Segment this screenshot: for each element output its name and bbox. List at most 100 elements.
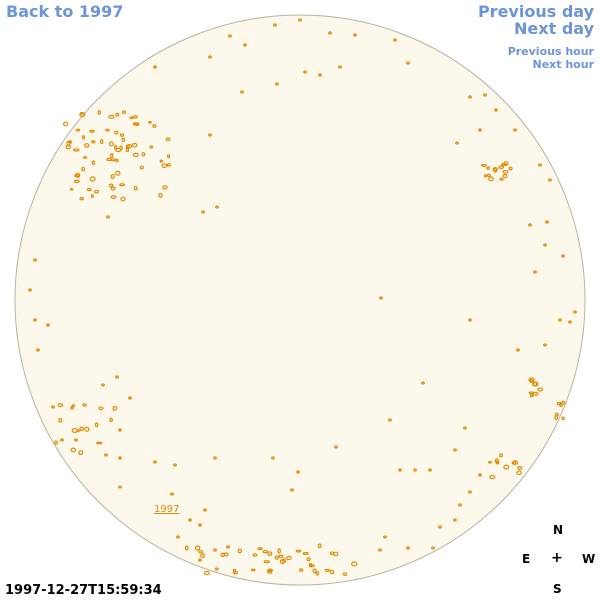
region-contour	[317, 543, 322, 549]
solar-disk	[14, 14, 586, 586]
region-contour	[421, 381, 425, 385]
region-contour	[201, 210, 205, 214]
region-contour	[538, 163, 542, 167]
region-contour	[383, 535, 387, 539]
region-contour	[393, 38, 397, 42]
region-contour	[532, 391, 539, 396]
region-contour	[141, 152, 146, 157]
region-contour	[114, 130, 119, 135]
region-contour	[267, 551, 273, 557]
region-contour	[489, 474, 496, 480]
compass-west: W	[582, 552, 596, 566]
region-contour	[483, 93, 487, 97]
region-contour	[110, 186, 116, 191]
region-contour	[115, 147, 122, 153]
region-contour	[561, 416, 565, 421]
region-contour	[36, 348, 40, 352]
region-contour	[203, 508, 207, 512]
region-contour	[388, 418, 392, 422]
region-contour	[556, 401, 562, 406]
active-region-contours	[28, 18, 577, 576]
region-contour	[57, 403, 64, 408]
region-contour	[114, 170, 121, 176]
region-contour	[115, 112, 120, 117]
region-contour	[379, 296, 383, 300]
region-contour	[153, 460, 157, 464]
region-contour	[309, 564, 315, 568]
region-contour	[263, 560, 270, 564]
region-contour	[517, 466, 523, 471]
region-contour	[112, 405, 118, 411]
region-contour	[252, 553, 258, 557]
region-contour	[152, 124, 157, 128]
region-contour	[165, 137, 171, 142]
previous-hour-link[interactable]: Previous hour	[507, 45, 594, 58]
region-contour	[495, 460, 500, 465]
region-contour	[198, 523, 202, 527]
region-contour	[129, 116, 134, 120]
region-contour	[528, 377, 535, 383]
region-contour	[110, 195, 117, 199]
region-contour	[298, 568, 304, 572]
next-hour-link[interactable]: Next hour	[532, 58, 595, 71]
region-contour	[480, 163, 487, 167]
region-contour	[406, 61, 410, 65]
region-contour	[70, 447, 76, 453]
region-contour	[499, 453, 503, 458]
region-contour	[228, 34, 232, 38]
region-contour	[46, 323, 50, 327]
back-to-year-link[interactable]: Back to 1997	[6, 2, 124, 21]
region-contour	[226, 545, 230, 549]
region-contour	[184, 545, 189, 551]
region-contour	[198, 558, 202, 562]
region-contour	[118, 485, 122, 489]
next-day-link[interactable]: Next day	[514, 19, 594, 38]
region-contour	[528, 223, 532, 227]
region-contour	[232, 568, 237, 573]
previous-day-link[interactable]: Previous day	[477, 2, 594, 21]
region-contour	[568, 320, 572, 324]
region-contour	[215, 205, 219, 209]
region-contour	[501, 162, 507, 166]
region-contour	[119, 183, 126, 187]
region-contour	[110, 153, 114, 159]
region-contour	[453, 448, 457, 452]
region-contour	[499, 177, 504, 181]
region-contour	[208, 133, 212, 137]
region-contour	[90, 194, 94, 198]
region-contour	[119, 133, 125, 137]
region-contour	[66, 140, 72, 146]
region-contour	[334, 445, 338, 449]
region-contour	[302, 551, 309, 556]
region-contour	[573, 310, 577, 314]
region-contour	[508, 166, 513, 171]
region-contour	[118, 456, 122, 460]
region-contour	[250, 568, 256, 572]
region-contour	[298, 18, 302, 22]
region-contour	[243, 43, 247, 47]
region-contour	[115, 375, 119, 379]
region-contour	[75, 172, 81, 178]
region-contour	[91, 140, 96, 144]
region-contour	[83, 143, 90, 148]
region-contour	[213, 548, 217, 552]
region-contour	[91, 160, 96, 165]
region-contour	[76, 429, 80, 433]
region-contour	[96, 441, 103, 445]
region-contour	[502, 169, 509, 174]
region-contour	[329, 569, 335, 575]
region-contour	[486, 173, 491, 178]
region-contour	[561, 254, 565, 258]
region-contour	[296, 470, 300, 474]
region-contour	[303, 70, 307, 74]
region-contour	[120, 196, 126, 202]
region-contour	[101, 383, 105, 387]
region-contour	[194, 545, 201, 551]
region-contour	[257, 547, 263, 551]
region-contour	[161, 163, 168, 168]
region-contour	[492, 166, 498, 172]
disk-year-label[interactable]: 1997	[154, 504, 179, 515]
region-contour	[126, 143, 133, 149]
region-contour	[324, 568, 331, 572]
region-contour	[70, 406, 74, 410]
